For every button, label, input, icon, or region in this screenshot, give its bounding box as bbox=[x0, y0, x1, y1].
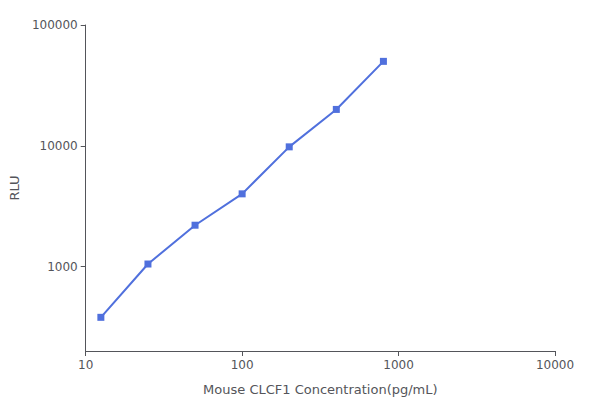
svg-text:1000: 1000 bbox=[47, 260, 78, 274]
svg-text:100000: 100000 bbox=[32, 18, 78, 32]
svg-text:RLU: RLU bbox=[7, 175, 22, 200]
svg-text:Mouse CLCF1 Concentration(pg/m: Mouse CLCF1 Concentration(pg/mL) bbox=[203, 382, 438, 397]
svg-text:1000: 1000 bbox=[383, 358, 414, 372]
svg-text:10000: 10000 bbox=[536, 358, 574, 372]
svg-text:100: 100 bbox=[231, 358, 254, 372]
svg-text:10000: 10000 bbox=[40, 139, 78, 153]
svg-text:10: 10 bbox=[78, 358, 93, 372]
